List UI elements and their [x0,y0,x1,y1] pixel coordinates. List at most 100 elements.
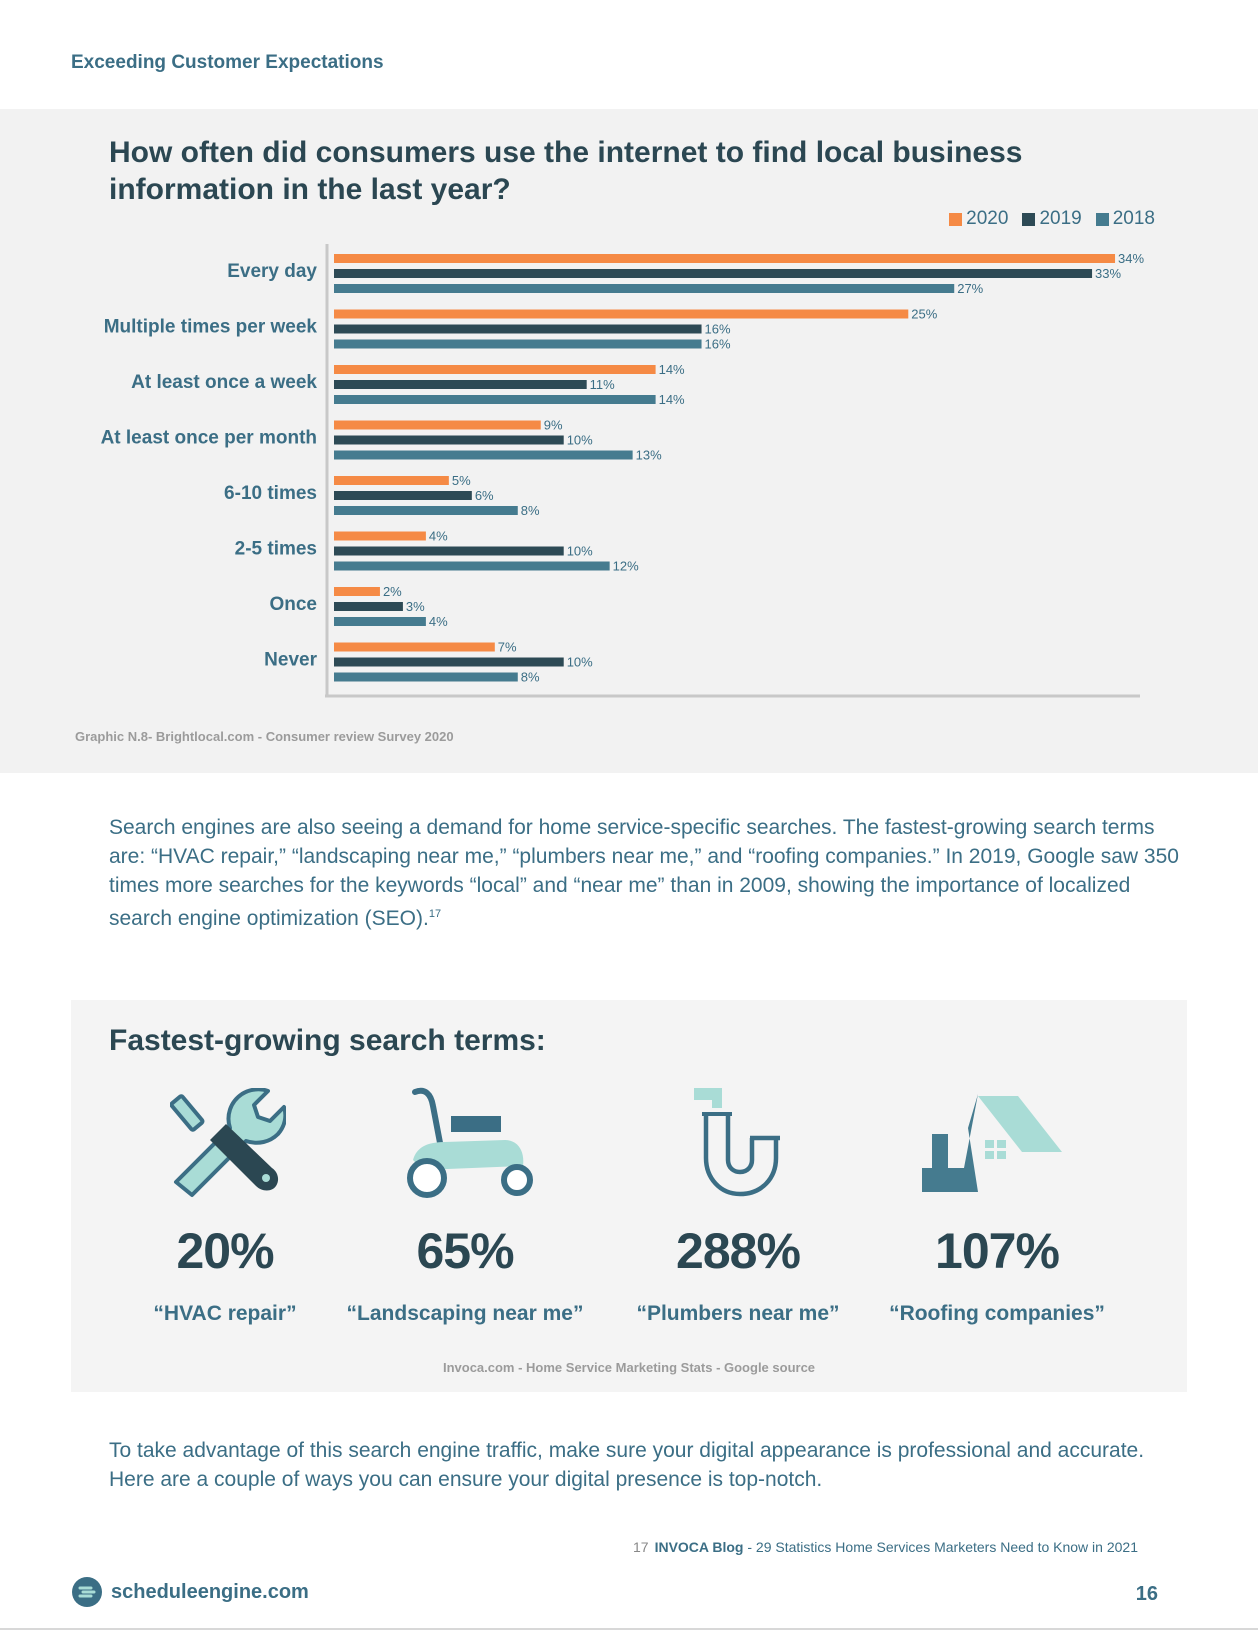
legend-swatch [949,212,963,226]
bar [334,657,564,667]
bar [334,506,518,515]
data-label: 10% [567,655,593,670]
paragraph-text: Search engines are also seeing a demand … [109,816,1179,930]
footnote-number: 17 [632,1539,649,1555]
bar [334,309,909,319]
bar [334,450,633,460]
data-label: 6% [475,488,494,503]
stat-label: “Landscaping near me” [346,1302,584,1325]
data-label: 16% [705,322,731,337]
bar [334,269,1093,278]
category-label: At least once a week [131,372,317,393]
lawn-mower-icon [407,1087,533,1198]
search-terms-title: Fastest-growing search terms: [109,1024,546,1057]
footnote-ref: 17 [428,908,442,920]
stat-value: 288% [676,1223,801,1279]
legend-label: 2018 [1112,208,1155,229]
data-label: 9% [544,418,563,433]
category-label: 2-5 times [235,539,317,560]
category-label: Never [264,650,317,671]
data-label: 34% [1118,251,1144,266]
data-label: 27% [957,281,983,296]
data-label: 33% [1095,266,1121,281]
category-label: Every day [227,261,317,282]
stat-label: “Roofing companies” [889,1302,1105,1325]
footer-site-link[interactable]: scheduleengine.com [111,1580,309,1603]
header-title: Exceeding Customer Expectations [71,52,384,73]
bar [334,672,518,682]
schedule-engine-logo-icon [72,1577,102,1607]
bar [334,617,426,626]
search-terms-source: Invoca.com - Home Service Marketing Stat… [442,1360,816,1375]
stat-hvac: 20% “HVAC repair” [90,1222,360,1326]
bar [334,587,380,596]
legend-item-2019: 2019 [1022,208,1082,230]
legend-item-2018: 2018 [1095,208,1155,230]
chart-source: Graphic N.8- Brightlocal.com - Consumer … [75,729,454,744]
data-label: 10% [567,433,593,448]
bar [334,420,541,430]
data-label: 7% [498,640,517,655]
data-label: 16% [705,337,731,352]
data-label: 13% [636,448,662,463]
data-label: 3% [406,599,425,614]
bar [334,284,955,293]
footnote: 17 INVOCA Blog - 29 Statistics Home Servi… [633,1539,1138,1555]
roof-icon [922,1094,1062,1192]
bar [334,546,564,556]
bar [334,561,610,571]
legend-swatch [1022,212,1036,226]
chart-title: How often did consumers use the internet… [109,136,1023,206]
chart-panel [0,109,1258,773]
data-label: 11% [590,377,615,392]
stat-value: 107% [935,1223,1060,1279]
stat-label: “HVAC repair” [153,1302,297,1325]
stat-label: “Plumbers near me” [636,1302,840,1325]
bar [334,339,702,349]
bar [334,365,656,374]
bar [334,491,472,500]
data-label: 25% [911,307,937,322]
stat-landscaping: 65% “Landscaping near me” [330,1222,600,1326]
bar [334,476,449,485]
data-label: 2% [383,584,402,599]
data-label: 12% [613,559,639,574]
data-label: 4% [429,529,448,544]
footer-logo[interactable]: scheduleengine.com [71,1576,309,1608]
legend-label: 2019 [1039,208,1082,229]
pipe-icon [694,1088,780,1197]
stat-roofing: 107% “Roofing companies” [862,1222,1132,1326]
bar [334,435,564,445]
bar [334,642,495,652]
category-label: 6-10 times [224,483,317,504]
footnote-title: - 29 Statistics Home Services Marketers … [747,1539,1138,1555]
bar [334,324,702,334]
data-label: 10% [567,544,593,559]
bottom-rule [0,1628,1258,1630]
search-terms-panel [71,1000,1187,1392]
bar-chart: Every day 34%33% 27% Multiple times per wee… [101,244,1144,698]
data-label: 8% [521,670,540,685]
data-label: 5% [452,473,471,488]
category-label: Multiple times per week [104,317,318,338]
legend-label: 2020 [966,208,1009,229]
footnote-publisher: INVOCA Blog [654,1539,744,1555]
category-label: Once [269,594,317,615]
page-number: 16 [1135,1583,1158,1605]
legend-swatch [1095,212,1109,226]
wrench-screwdriver-icon [170,1088,286,1197]
data-label: 8% [521,503,540,518]
bar [334,380,587,389]
data-label: 14% [659,392,685,407]
bar [334,531,426,541]
data-label: 4% [429,614,448,629]
category-label: At least once per month [101,428,317,449]
bar [334,254,1116,263]
bar [334,395,656,404]
stat-plumbers: 288% “Plumbers near me” [603,1222,873,1326]
stat-value: 65% [416,1223,514,1279]
stat-value: 20% [176,1223,274,1279]
bar [334,602,403,611]
legend-item-2020: 2020 [949,208,1008,230]
data-label: 14% [659,362,685,377]
